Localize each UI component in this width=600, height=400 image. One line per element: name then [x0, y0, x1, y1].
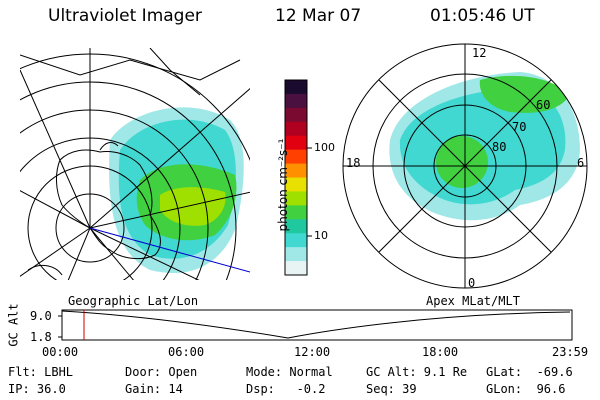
colorbar-band: [285, 149, 307, 165]
status-gain: Gain: 14: [125, 382, 183, 396]
timeline-xtick-1200: 12:00: [294, 345, 331, 359]
status-glon: GLon: 96.6: [486, 382, 566, 396]
mlt-label-0: 0: [468, 276, 476, 290]
timeline-xtick-0600: 06:00: [168, 345, 205, 359]
mlat-label-60: 60: [536, 98, 551, 112]
timeline-ytick-1.8: 1.8: [30, 330, 52, 344]
colorbar-tick-100: 100: [314, 141, 335, 154]
mlat-label-70: 70: [512, 120, 527, 134]
status-flt: Flt: LBHL: [8, 365, 74, 379]
colorbar-band: [285, 261, 307, 276]
time-label: 01:05:46 UT: [430, 6, 535, 26]
colorbar-band: [285, 121, 307, 137]
status-door: Door: Open: [125, 365, 198, 379]
colorbar-band: [285, 191, 307, 206]
colorbar: [285, 80, 307, 276]
colorbar-band: [285, 107, 307, 123]
timeline-xtick-0000: 00:00: [42, 345, 79, 359]
colorbar-band: [285, 93, 307, 109]
timeline-plot: [58, 309, 573, 341]
colorbar-band: [285, 205, 307, 220]
colorbar-band: [285, 163, 307, 178]
apex-label: Apex MLat/MLT: [426, 294, 520, 308]
colorbar-band: [285, 80, 307, 95]
mlt-label-6: 6: [577, 156, 585, 170]
geographic-label: Geographic Lat/Lon: [68, 294, 199, 308]
mlat-label-80: 80: [492, 140, 507, 154]
mlt-label-12: 12: [472, 46, 487, 60]
status-gcalt: GC Alt: 9.1 Re: [366, 365, 468, 379]
colorbar-label: photon cm⁻²s⁻¹: [276, 138, 290, 232]
timeline-ytick-9: 9.0: [30, 309, 52, 323]
colorbar-tick-10: 10: [314, 229, 328, 242]
status-mode: Mode: Normal: [246, 365, 333, 379]
instrument-title: Ultraviolet Imager: [48, 6, 202, 26]
colorbar-band: [285, 135, 307, 151]
status-ip: IP: 36.0: [8, 382, 66, 396]
timeline-ylabel: GC Alt: [6, 303, 21, 347]
colorbar-band: [285, 177, 307, 192]
timeline-xtick-1800: 18:00: [422, 345, 459, 359]
colorbar-band: [285, 233, 307, 248]
timeline-xtick-2359: 23:59: [552, 345, 589, 359]
polar-map: [342, 43, 588, 289]
status-dsp: Dsp: -0.2: [246, 382, 326, 396]
geographic-map: [20, 48, 250, 280]
colorbar-band: [285, 247, 307, 262]
mlt-label-18: 18: [346, 156, 361, 170]
satellite-track: [89, 227, 250, 273]
date-label: 12 Mar 07: [275, 6, 362, 26]
colorbar-band: [285, 219, 307, 234]
status-glat: GLat: -69.6: [486, 365, 573, 379]
aurora-left: [109, 107, 244, 274]
status-seq: Seq: 39: [366, 382, 417, 396]
